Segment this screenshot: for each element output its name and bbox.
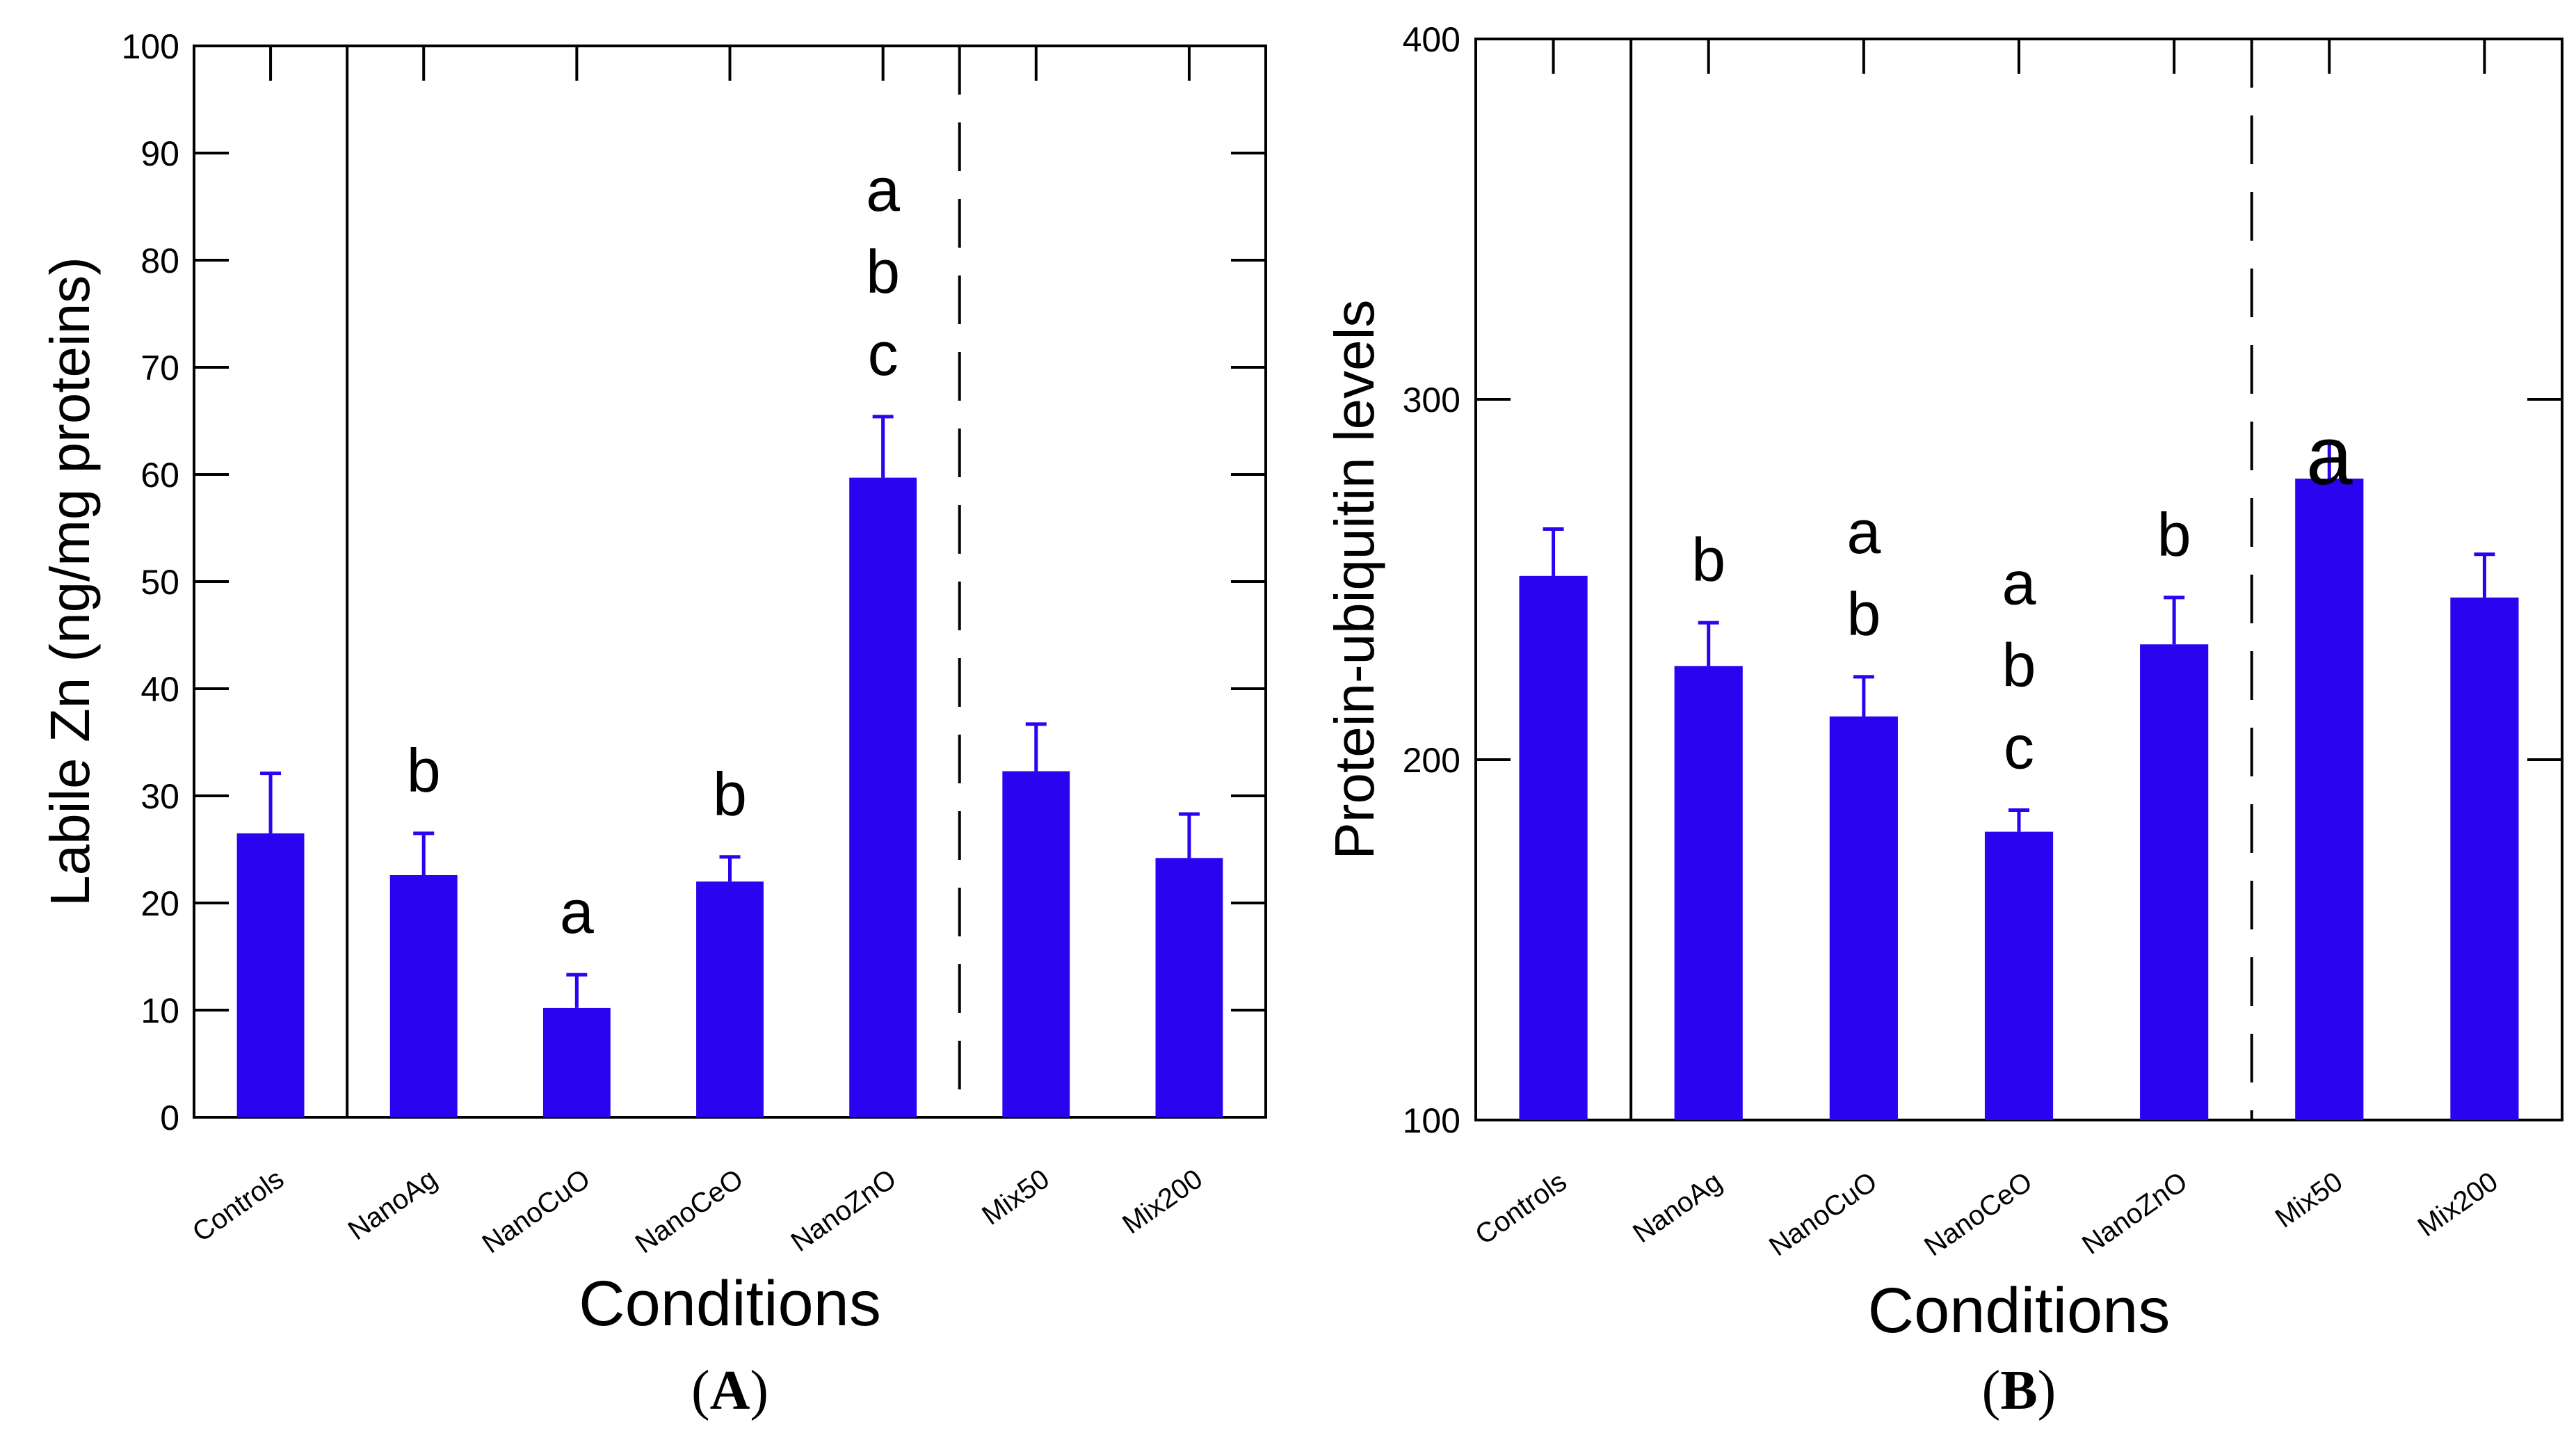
chart-a-category-label: NanoAg	[343, 1163, 443, 1246]
chart-a: 0 10 20 30 40 50 60 70 80 90 100 Controls NanoAg b Nan…	[39, 27, 1267, 1421]
chart-b-category-label: Mix50	[2270, 1166, 2349, 1233]
chart-b-significance-letter: a	[2306, 409, 2353, 502]
chart-a-category-label: NanoCuO	[477, 1163, 596, 1259]
chart-a-ytick-label: 0	[160, 1098, 179, 1137]
chart-b-ytick-label: 200	[1403, 741, 1460, 780]
chart-a-significance-letter: c	[868, 319, 899, 388]
chart-a-ytick-label: 50	[140, 563, 179, 602]
chart-a-ytick-label: 70	[140, 349, 179, 387]
chart-a-significance-letter: b	[407, 736, 441, 805]
chart-b-bar-nanozno	[2140, 644, 2209, 1120]
chart-a-bar-mix200	[1155, 858, 1223, 1117]
chart-a-panel-label: (A)	[691, 1360, 768, 1421]
chart-a-bar-nanozno	[849, 477, 917, 1117]
chart-b-significance-letter: b	[2002, 631, 2036, 700]
chart-a-category-label: Mix200	[1117, 1163, 1208, 1240]
chart-a-xlabel: Conditions	[579, 1268, 881, 1339]
chart-b-category-label: NanoCuO	[1764, 1166, 1883, 1262]
chart-a-ytick-label: 100	[122, 27, 179, 66]
chart-b-ytick-label: 100	[1403, 1101, 1460, 1140]
chart-a-ytick-label: 60	[140, 456, 179, 495]
chart-b-significance-letter: a	[2002, 549, 2036, 618]
chart-b-significance-letter: c	[2004, 713, 2034, 782]
chart-a-bar-nanoceo	[696, 881, 764, 1117]
chart-a-bar-nanocuo	[542, 1007, 611, 1117]
chart-a-category-label: Controls	[187, 1163, 289, 1247]
chart-b-xlabel: Conditions	[1868, 1275, 2171, 1346]
chart-a-ytick-label: 90	[140, 134, 179, 173]
chart-b-bar-mix200	[2450, 597, 2519, 1120]
chart-b-bar-controls	[1519, 575, 1588, 1120]
chart-a-bar-nanoag	[389, 874, 458, 1117]
chart-b-category-label: Controls	[1470, 1166, 1572, 1250]
chart-a-significance-letter: a	[866, 155, 900, 224]
chart-b-bar-nanoag	[1674, 666, 1743, 1120]
chart-a-category-label: Mix50	[976, 1163, 1055, 1231]
chart-a-significance-letter: b	[866, 237, 900, 306]
chart-a-category-label: NanoZnO	[786, 1163, 902, 1258]
chart-b-ylabel: Protein-ubiquitin levels	[1323, 300, 1385, 860]
chart-b-ytick-label: 400	[1403, 20, 1460, 59]
chart-b-significance-letter: a	[1846, 497, 1881, 566]
chart-a-significance-letter: b	[713, 760, 747, 829]
chart-b-ytick-label: 300	[1403, 381, 1460, 419]
chart-a-ytick-label: 10	[140, 991, 179, 1030]
chart-b-significance-letter: b	[2157, 500, 2191, 569]
chart-b-significance-letter: b	[1691, 525, 1725, 594]
chart-b-bar-mix50	[2295, 478, 2364, 1120]
chart-a-ytick-label: 40	[140, 670, 179, 709]
chart-a-significance-letter: a	[560, 877, 594, 946]
chart-a-ylabel: Labile Zn (ng/mg proteins)	[39, 257, 101, 906]
chart-b-panel-label: (B)	[1982, 1360, 2056, 1421]
chart-b-bar-nanocuo	[1829, 716, 1898, 1120]
chart-b-category-label: NanoAg	[1627, 1166, 1728, 1249]
chart-a-bar-controls	[236, 833, 305, 1117]
chart-b-category-label: NanoZnO	[2077, 1166, 2193, 1261]
chart-b-category-label: Mix200	[2413, 1166, 2504, 1242]
chart-a-ytick-label: 20	[140, 884, 179, 923]
chart-a-bar-mix50	[1002, 771, 1070, 1117]
chart-b-bar-nanoceo	[1984, 831, 2054, 1120]
chart-a-ytick-label: 30	[140, 777, 179, 816]
chart-a-ytick-label: 80	[140, 241, 179, 280]
chart-b-category-label: NanoCeO	[1919, 1166, 2038, 1262]
chart-b-significance-letter: b	[1846, 579, 1881, 648]
chart-a-category-label: NanoCeO	[630, 1163, 749, 1259]
